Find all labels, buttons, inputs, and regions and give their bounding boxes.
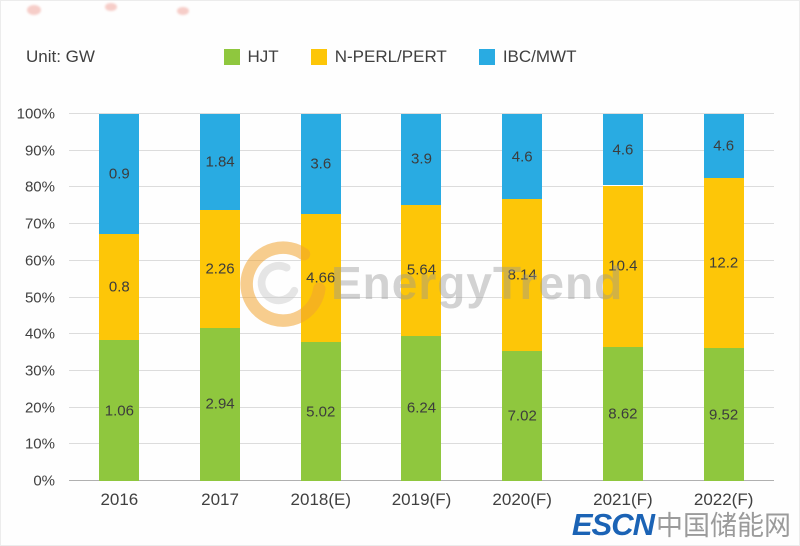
legend-label: HJT <box>247 47 279 66</box>
site-name: 中国储能网 <box>656 511 791 541</box>
segment-value-label: 3.6 <box>310 155 332 173</box>
legend-swatch <box>478 49 495 65</box>
y-tick-label: 60% <box>24 252 55 270</box>
legend-item-N-PERL/PERT: N-PERL/PERT <box>310 47 447 67</box>
segment-value-label: 1.84 <box>205 153 235 171</box>
bar-segment-IBC/MWT <box>300 114 341 214</box>
segment-value-label: 5.64 <box>406 261 437 279</box>
y-tick-label: 80% <box>24 178 55 196</box>
legend-label: N-PERL/PERT <box>334 47 447 66</box>
segment-value-label: 2.94 <box>205 395 235 413</box>
segment-value-label: 7.02 <box>507 407 537 425</box>
segment-value-label: 6.24 <box>406 399 437 417</box>
bar-segment-HJT <box>200 327 241 481</box>
bar-segment-IBC/MWT <box>602 114 643 186</box>
segment-value-label: 8.14 <box>507 266 537 284</box>
bar-slot-2016: 1.06 0.8 0.9 <box>69 114 170 481</box>
legend-swatch <box>310 49 327 65</box>
y-tick-label: 70% <box>24 215 55 233</box>
bar-segment-HJT <box>99 340 140 481</box>
escn-logo: ESCN <box>571 507 655 542</box>
unit-label: Unit: GW <box>26 47 95 66</box>
x-tick-label: 2017 <box>201 490 239 509</box>
x-tick-label: 2016 <box>100 490 139 509</box>
bar-slot-2022(F): 9.52 12.2 4.6 <box>673 114 774 481</box>
bar-segment-HJT <box>502 350 543 481</box>
bar-segment-IBC/MWT <box>502 114 543 200</box>
y-tick-label: 40% <box>24 325 55 343</box>
x-axis: 2016 2017 2018(E) 2019(F) 2020(F) 2021(F) 2022… <box>69 490 774 516</box>
x-tick-label: 2020(F) <box>492 490 552 509</box>
y-tick-label: 100% <box>16 105 55 123</box>
bar-segment-IBC/MWT <box>401 114 442 205</box>
plot-area: 1.06 0.8 0.9 2.94 2.26 1.84 5.02 4.66 3.6 6.24 5.6… <box>69 113 774 481</box>
segment-value-label: 4.66 <box>306 269 336 287</box>
red-smudge-artifact <box>105 3 117 11</box>
legend-label: IBC/MWT <box>502 47 577 66</box>
y-tick-label: 30% <box>24 362 55 380</box>
segment-value-label: 4.6 <box>511 148 533 166</box>
segment-value-label: 1.06 <box>104 402 134 420</box>
segment-value-label: 3.9 <box>411 150 432 168</box>
bar-segment-N-PERL/PERT <box>99 233 140 341</box>
segment-value-label: 9.52 <box>709 406 739 424</box>
bar-segment-N-PERL/PERT <box>502 199 543 351</box>
bar-segment-HJT <box>300 342 341 481</box>
segment-value-label: 4.6 <box>713 137 735 155</box>
bar-slot-2019(F): 6.24 5.64 3.9 <box>371 114 472 481</box>
x-tick-label: 2019(F) <box>391 490 452 509</box>
bar-segment-IBC/MWT <box>99 114 140 234</box>
legend-swatch <box>223 49 240 65</box>
bar-slot-2020(F): 7.02 8.14 4.6 <box>472 114 573 481</box>
segment-value-label: 0.9 <box>108 165 130 183</box>
y-tick-label: 90% <box>24 142 55 160</box>
y-tick-label: 0% <box>33 472 55 490</box>
segment-value-label: 5.02 <box>306 403 336 421</box>
bar-segment-IBC/MWT <box>703 114 744 179</box>
bar-segment-N-PERL/PERT <box>602 185 643 348</box>
x-tick-label: 2021(F) <box>593 490 653 509</box>
footer-logo: ESCN 中国储能网 <box>572 504 791 543</box>
bar-segment-HJT <box>703 348 744 481</box>
legend-item-IBC/MWT: IBC/MWT <box>478 47 577 67</box>
y-axis: 0% 10% 20% 30% 40% 50% 60% 70% 80% 90% 100% <box>1 106 61 490</box>
x-tick-label: 2022(F) <box>693 490 754 509</box>
segment-value-label: 4.6 <box>612 141 634 159</box>
legend-item-HJT: HJT <box>223 47 279 67</box>
bar-slot-2018(E): 5.02 4.66 3.6 <box>270 114 371 481</box>
segment-value-label: 10.4 <box>608 257 638 275</box>
segment-value-label: 8.62 <box>608 405 638 423</box>
y-tick-label: 10% <box>24 435 55 453</box>
x-tick-label: 2018(E) <box>290 490 352 509</box>
bar-segment-HJT <box>602 347 643 481</box>
gridline-100 <box>69 113 774 114</box>
red-smudge-artifact <box>177 7 189 15</box>
segment-value-label: 12.2 <box>709 254 739 272</box>
bar-segment-N-PERL/PERT <box>200 209 241 328</box>
bar-segment-N-PERL/PERT <box>401 204 442 336</box>
y-tick-label: 50% <box>24 289 55 306</box>
segment-value-label: 0.8 <box>108 278 130 296</box>
red-smudge-artifact <box>27 5 41 15</box>
bar-segment-N-PERL/PERT <box>703 178 744 349</box>
bar-slot-2017: 2.94 2.26 1.84 <box>170 114 271 481</box>
bar-segment-IBC/MWT <box>200 114 241 210</box>
legend: HJT N-PERL/PERT IBC/MWT <box>1 47 799 67</box>
y-tick-label: 20% <box>24 399 55 417</box>
bar-segment-HJT <box>401 335 442 481</box>
segment-value-label: 2.26 <box>205 260 235 278</box>
bar-slot-2021(F): 8.62 10.4 4.6 <box>573 114 674 481</box>
